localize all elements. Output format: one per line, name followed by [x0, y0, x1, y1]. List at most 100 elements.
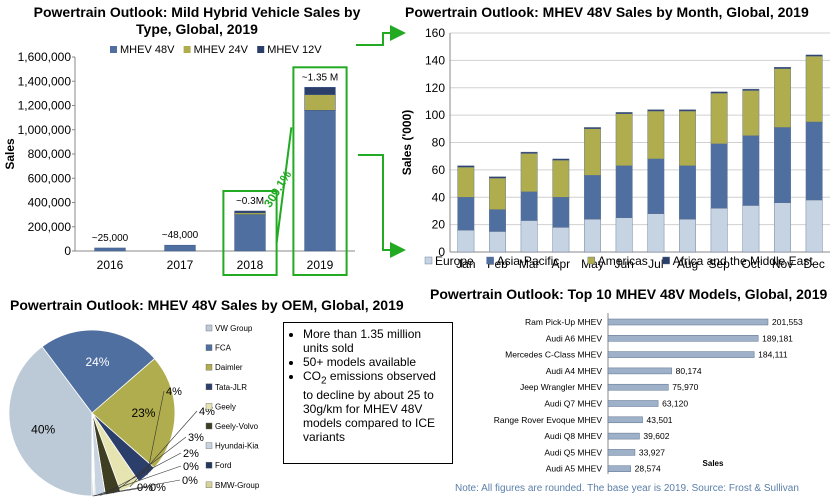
data-label: ~1.35 M [302, 72, 338, 83]
pie-label: 3% [188, 432, 204, 444]
highlight-box [222, 189, 278, 276]
bar-segment [457, 165, 475, 168]
info-box: More than 1.35 million units sold50+ mod… [283, 322, 453, 464]
bar-segment [552, 197, 570, 228]
value-label: 80,174 [676, 366, 702, 376]
bar-segment [679, 165, 696, 220]
bar-segment [234, 210, 266, 214]
info-bullet: 50+ models available [303, 355, 448, 369]
bar-segment [774, 68, 791, 128]
bar-segment [234, 212, 266, 215]
bar-segment [742, 135, 760, 206]
data-label: ~0.3M [236, 196, 264, 207]
legend-swatch [662, 256, 670, 265]
highlight-box [292, 66, 348, 276]
pie-label: 24% [85, 355, 109, 369]
value-label: 184,111 [758, 350, 788, 360]
category-label: Audi Q8 MHEV [544, 431, 602, 441]
legend-label: MHEV 24V [194, 44, 249, 56]
bar-segment [520, 151, 538, 154]
x-tick-label: Jan [456, 257, 475, 271]
bar-segment [304, 87, 336, 95]
legend-swatch [205, 403, 213, 410]
bar-segment [304, 110, 336, 252]
bar-segment [647, 213, 665, 253]
bar-segment [710, 93, 728, 145]
legend-label: Geely [215, 402, 236, 411]
y-axis-title: Sales ('000) [400, 110, 414, 176]
bar-segment [679, 109, 696, 112]
x-tick-label: Nov [772, 257, 793, 271]
bar-segment [615, 217, 633, 253]
legend-label: MHEV 12V [267, 44, 322, 56]
category-label: Audi A5 MHEV [546, 464, 603, 474]
bar [607, 335, 759, 342]
x-axis-title: Sales [703, 459, 724, 468]
bar-segment [304, 94, 336, 111]
x-tick-label: Aug [677, 257, 698, 271]
legend-label: BMW-Group [215, 481, 260, 490]
bar [607, 400, 659, 407]
legend-label: VW Group [215, 324, 253, 333]
y-tick-label: 80 [432, 136, 446, 150]
data-label: ~25,000 [92, 233, 129, 244]
y-tick-label: 140 [425, 53, 445, 67]
bar [607, 416, 643, 424]
x-tick-label: Oct [741, 257, 760, 271]
bar-segment [457, 229, 475, 253]
monthly-chart-title: Powertrain Outlook: MHEV 48V Sales by Mo… [405, 4, 809, 20]
legend-swatch [205, 383, 213, 391]
bar-segment [679, 110, 696, 166]
y-tick-label: 40 [432, 190, 446, 204]
y-tick-label: 0 [64, 244, 71, 258]
top-models-chart: Ram Pick-Up MHEV 201,553 Audi A6 MHEV 189,1… [494, 313, 803, 474]
legend-swatch [183, 46, 191, 53]
bar-segment [584, 128, 601, 176]
legend-swatch [205, 344, 213, 351]
x-tick-label: 2016 [97, 258, 124, 272]
bar-segment [489, 176, 506, 179]
legend-label: Ford [215, 461, 231, 470]
bar-segment [457, 197, 475, 231]
y-tick-label: 60 [432, 163, 446, 177]
bar-segment [615, 165, 633, 218]
bar [607, 465, 631, 472]
value-label: 28,574 [635, 464, 661, 474]
info-bullet: CO2 emissions observed to decline by abo… [303, 369, 448, 444]
legend-label: Tata-JLR [215, 383, 247, 392]
category-label: Audi A4 MHEV [546, 366, 603, 376]
oem-pie-chart: 40%24%23%4%4%3%2%0%0%0%0%VW GroupFCADaim… [8, 324, 260, 497]
category-label: Range Rover Evoque MHEV [494, 415, 603, 425]
legend-swatch [424, 256, 433, 265]
pie-label: 0% [137, 482, 153, 494]
bar [607, 318, 769, 326]
bar-segment [584, 127, 601, 130]
legend-label: Europe [435, 254, 474, 268]
leader-line [94, 465, 182, 497]
y-tick-label: 600,000 [28, 171, 72, 185]
bar-segment [742, 205, 760, 253]
yearly-chart-title: Powertrain Outlook: Mild Hybrid Vehicle … [33, 4, 361, 37]
x-tick-label: Apr [551, 257, 570, 271]
data-label: ~48,000 [162, 230, 199, 241]
bar [607, 449, 636, 456]
bar-segment [552, 160, 570, 198]
y-tick-label: 0 [438, 245, 445, 259]
bar-segment [520, 191, 538, 221]
y-tick-label: 1,200,000 [18, 99, 72, 113]
category-label: Audi Q5 MHEV [544, 447, 602, 457]
legend-swatch [205, 442, 213, 449]
models-chart-title: Powertrain Outlook: Top 10 MHEV 48V Mode… [430, 286, 828, 302]
bar-segment [489, 209, 506, 232]
legend-label: MHEV 48V [120, 44, 175, 56]
y-tick-label: 1,400,000 [18, 74, 72, 88]
bar [607, 432, 640, 440]
bar [607, 367, 672, 375]
legend-label: Geely-Volvo [215, 422, 259, 431]
value-label: 39,602 [643, 431, 669, 441]
bar-segment [647, 158, 665, 214]
bar-segment [742, 90, 760, 136]
bar-segment [805, 121, 823, 201]
y-tick-label: 160 [425, 26, 445, 40]
legend-label: Americas [598, 254, 648, 268]
